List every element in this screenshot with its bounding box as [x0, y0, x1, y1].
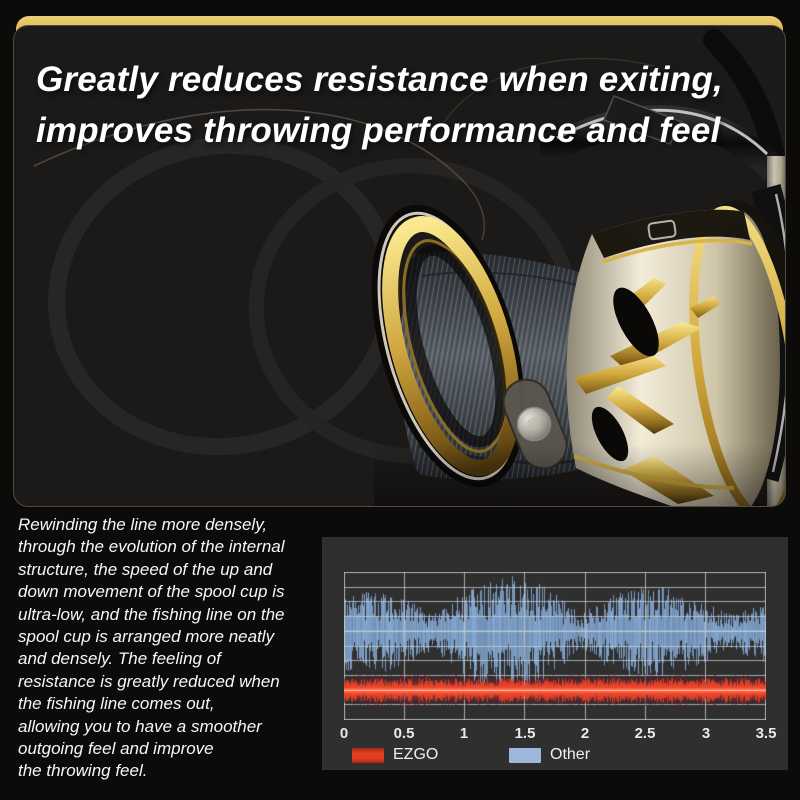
headline-line-2: improves throwing performance and feel [36, 111, 721, 150]
x-tick-label: 3 [701, 725, 711, 742]
x-tick-label: 2.5 [634, 725, 656, 742]
x-tick-label: 1 [459, 725, 469, 742]
ezgo-series-label: EZGO [393, 746, 439, 763]
product-photo-fishing-reel [33, 29, 785, 506]
x-tick-label: 2 [580, 725, 590, 742]
legend-item-ezgo: EZGO [352, 746, 438, 764]
vibration-chart-panel: 0 0.5 1 1.5 2 2.5 3 3.5 EZGO Other [322, 537, 788, 770]
chart-legend: EZGO Other [322, 746, 788, 768]
x-tick-label: 0.5 [393, 725, 415, 742]
other-series-swatch-icon [509, 747, 541, 763]
x-tick-label: 3.5 [755, 725, 777, 742]
other-series-label: Other [550, 746, 591, 763]
x-axis-tick-labels: 0 0.5 1 1.5 2 2.5 3 3.5 [322, 725, 788, 747]
ezgo-series-swatch-icon [352, 747, 384, 763]
description-text: Rewinding the line more densely, through… [18, 515, 285, 781]
reel-bottom-shadow [374, 444, 785, 506]
x-tick-label: 0 [339, 725, 349, 742]
headline: Greatly reduces resistance when exiting,… [36, 54, 723, 156]
hero-card: Greatly reduces resistance when exiting,… [13, 25, 786, 507]
x-tick-label: 1.5 [514, 725, 536, 742]
legend-item-other: Other [509, 746, 590, 764]
headline-line-1: Greatly reduces resistance when exiting, [36, 60, 723, 99]
waveform-plot [344, 572, 766, 720]
spool-skirt [566, 200, 785, 506]
